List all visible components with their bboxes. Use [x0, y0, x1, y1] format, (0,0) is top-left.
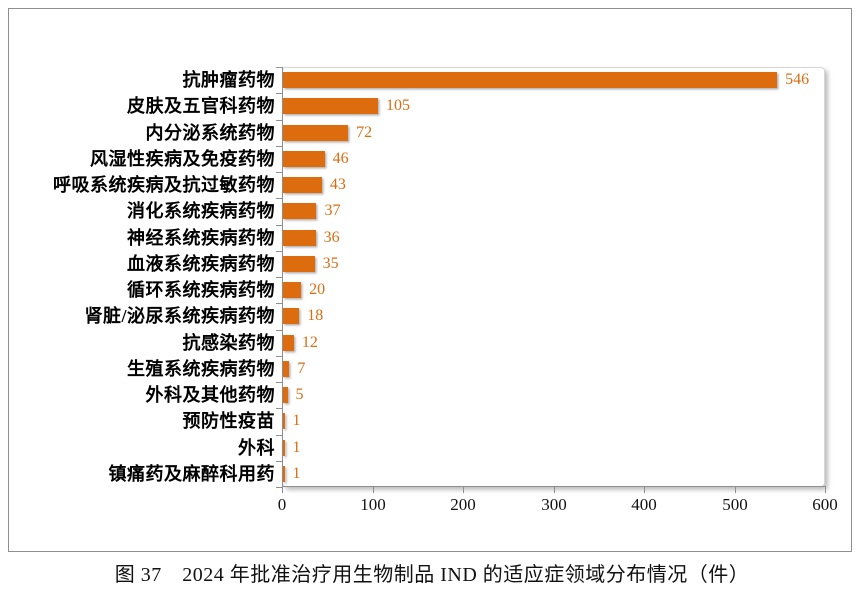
x-tick — [373, 487, 374, 493]
x-axis-tick-label: 200 — [450, 495, 476, 514]
bar — [283, 72, 778, 88]
value-label: 37 — [324, 202, 341, 219]
y-tick — [276, 356, 282, 357]
x-axis-tick-label: 500 — [722, 495, 748, 514]
category-label: 抗肿瘤药物 — [182, 70, 275, 90]
value-label: 1 — [292, 412, 301, 429]
y-tick — [276, 461, 282, 462]
x-tick — [463, 487, 464, 493]
x-tick — [735, 487, 736, 493]
y-tick — [276, 93, 282, 94]
value-label: 1 — [292, 439, 301, 456]
category-label: 血液系统疾病药物 — [127, 254, 275, 274]
y-tick — [276, 435, 282, 436]
x-tick — [282, 487, 283, 493]
bar — [283, 440, 285, 456]
bar — [283, 151, 325, 167]
value-label: 72 — [356, 124, 373, 141]
y-tick — [276, 277, 282, 278]
category-label: 神经系统疾病药物 — [127, 228, 275, 248]
value-label: 35 — [322, 255, 339, 272]
value-label: 43 — [329, 176, 346, 193]
y-tick — [276, 120, 282, 121]
bar — [283, 335, 294, 351]
value-label: 12 — [301, 334, 318, 351]
y-tick — [276, 172, 282, 173]
x-axis-line — [282, 486, 826, 487]
value-label: 546 — [785, 71, 810, 88]
category-label: 呼吸系统疾病及抗过敏药物 — [53, 175, 275, 195]
bar — [283, 203, 317, 219]
category-label: 外科及其他药物 — [145, 385, 275, 405]
value-label: 18 — [307, 307, 324, 324]
category-label: 内分泌系统药物 — [145, 123, 275, 143]
category-label: 皮肤及五官科药物 — [127, 96, 275, 116]
category-label: 消化系统疾病药物 — [127, 201, 275, 221]
category-label: 循环系统疾病药物 — [127, 280, 275, 300]
bar — [283, 308, 300, 324]
x-tick — [554, 487, 555, 493]
y-tick — [276, 382, 282, 383]
x-axis-tick-label: 0 — [277, 495, 287, 514]
category-label: 预防性疫苗 — [182, 411, 275, 431]
value-label: 46 — [332, 150, 349, 167]
y-tick — [276, 198, 282, 199]
bar — [283, 413, 285, 429]
x-axis-tick-label: 100 — [360, 495, 386, 514]
bar — [283, 98, 379, 114]
bar — [283, 466, 285, 482]
y-tick — [276, 408, 282, 409]
bar — [283, 282, 302, 298]
y-tick — [276, 303, 282, 304]
category-label: 肾脏/泌尿系统疾病药物 — [84, 306, 275, 326]
x-tick — [644, 487, 645, 493]
bar — [283, 361, 290, 377]
bar — [283, 256, 315, 272]
value-label: 5 — [295, 386, 304, 403]
y-tick — [276, 251, 282, 252]
figure-caption: 图 37 2024 年批准治疗用生物制品 IND 的适应症领域分布情况（件） — [114, 564, 750, 586]
category-label: 外科 — [238, 438, 275, 458]
category-label: 镇痛药及麻醉科用药 — [108, 464, 275, 484]
bar — [283, 387, 288, 403]
y-axis-line — [282, 67, 283, 487]
y-tick — [276, 146, 282, 147]
bar — [283, 230, 316, 246]
x-tick — [825, 487, 826, 493]
category-label: 抗感染药物 — [182, 333, 275, 353]
plot-area — [282, 67, 825, 487]
x-axis-tick-label: 600 — [812, 495, 838, 514]
bar — [283, 125, 349, 141]
chart-frame: 抗肿瘤药物皮肤及五官科药物内分泌系统药物风湿性疾病及免疫药物呼吸系统疾病及抗过敏… — [8, 8, 852, 552]
y-tick — [276, 67, 282, 68]
value-label: 7 — [297, 360, 306, 377]
category-label: 风湿性疾病及免疫药物 — [90, 149, 275, 169]
bar — [283, 177, 322, 193]
value-label: 36 — [323, 229, 340, 246]
y-tick — [276, 225, 282, 226]
value-label: 105 — [386, 97, 411, 114]
category-label: 生殖系统疾病药物 — [127, 359, 275, 379]
y-tick — [276, 487, 282, 488]
value-label: 20 — [309, 281, 326, 298]
value-label: 1 — [292, 465, 301, 482]
x-axis-tick-label: 300 — [541, 495, 567, 514]
y-tick — [276, 330, 282, 331]
x-axis-tick-label: 400 — [631, 495, 657, 514]
